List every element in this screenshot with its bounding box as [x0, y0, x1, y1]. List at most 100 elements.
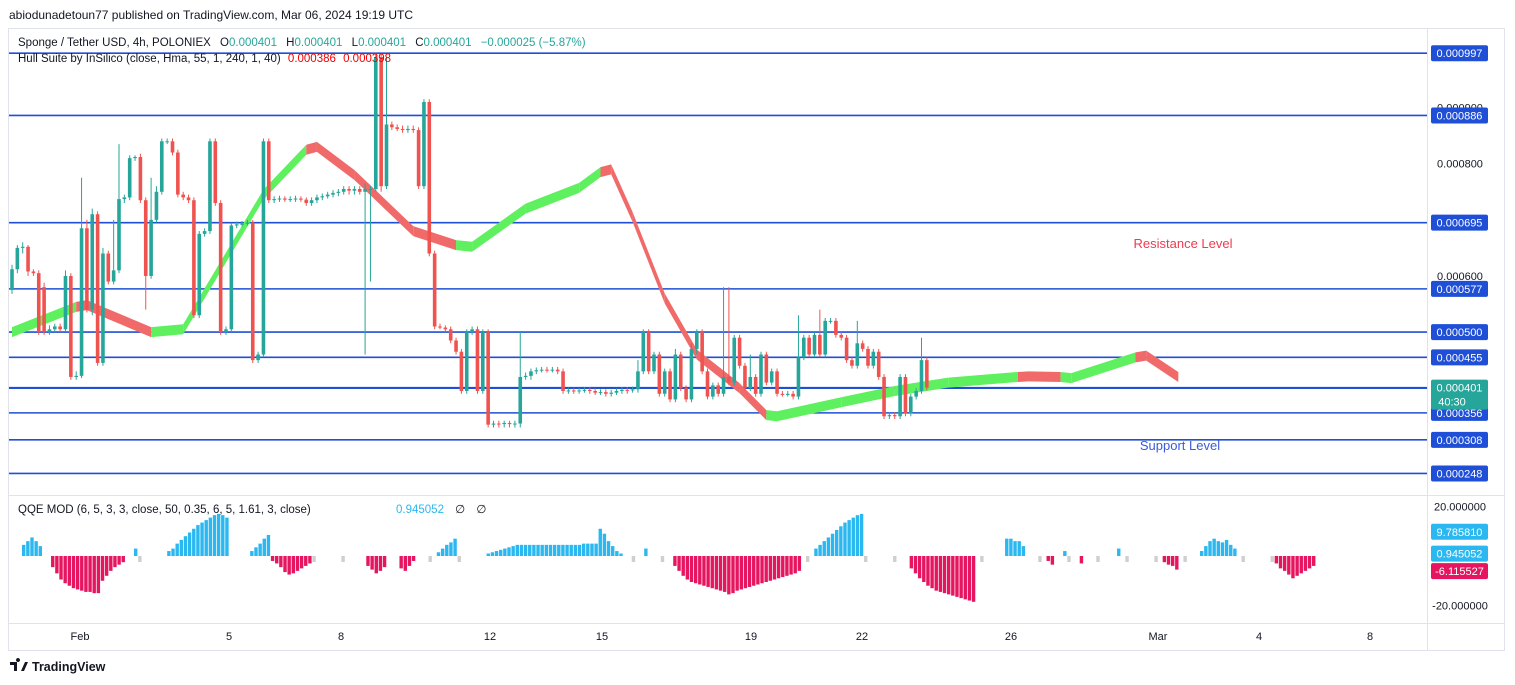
time-label: 8 — [1367, 631, 1373, 643]
qqe-bar-up — [204, 520, 208, 556]
qqe-bar-up — [440, 548, 445, 556]
qqe-bar-up — [1233, 548, 1237, 556]
qqe-bar-up — [445, 544, 449, 556]
support-annotation: Support Level — [1140, 438, 1220, 453]
qqe-bar-down — [731, 556, 735, 594]
open-label: O — [220, 37, 229, 49]
qqe-bar-up — [22, 544, 26, 556]
candle-down — [700, 332, 704, 372]
candle-up — [15, 247, 20, 270]
candle-up — [802, 337, 806, 358]
candle-up — [293, 198, 298, 200]
candle-up — [74, 375, 78, 377]
candle-up — [652, 354, 656, 372]
hull-value-2: 0.000398 — [343, 53, 391, 65]
qqe-bar-down — [283, 556, 287, 573]
candle-up — [614, 390, 619, 393]
hull-segment — [456, 240, 473, 252]
candle-up — [748, 376, 753, 389]
candle-up — [154, 191, 159, 220]
close-value: 0.000401 — [424, 37, 472, 49]
candle-down — [299, 198, 303, 200]
qqe-bar-down — [693, 556, 698, 584]
qqe-bar-down — [378, 556, 383, 571]
candle-up — [53, 326, 57, 330]
candle-up — [721, 376, 726, 394]
candle-down — [58, 326, 62, 330]
candle-down — [475, 329, 480, 391]
hull-legend: Hull Suite by InSilico (close, Hma, 55, … — [18, 53, 391, 65]
candle-up — [582, 389, 587, 391]
hull-label[interactable]: Hull Suite by InSilico (close, Hma, 55, … — [18, 53, 281, 65]
candle-down — [678, 354, 683, 389]
candle-down — [357, 188, 362, 192]
qqe-bar-up — [1017, 541, 1021, 556]
price-label-text: 0.000356 — [1437, 408, 1483, 420]
candle-up — [689, 348, 694, 400]
qqe-bar-down — [772, 556, 777, 580]
qqe-bar-down — [689, 556, 694, 582]
price-label-box — [1431, 280, 1488, 297]
qqe-label-text: -6.115527 — [1435, 566, 1484, 578]
qqe-bar-down — [1046, 556, 1050, 561]
qqe-empty-icon-2: ∅ — [476, 504, 486, 516]
qqe-bar-down — [1307, 556, 1312, 569]
time-label: Mar — [1149, 631, 1168, 643]
qqe-bar-up — [1224, 539, 1229, 556]
qqe-label[interactable]: QQE MOD (6, 5, 3, 3, close, 50, 0.35, 6,… — [18, 504, 311, 516]
qqe-bar-up — [822, 541, 826, 556]
hull-segment — [263, 144, 307, 200]
candle-down — [668, 371, 672, 400]
qqe-bar-up — [644, 548, 648, 556]
qqe-bar-down — [781, 556, 785, 578]
price-label-text: 0.000997 — [1437, 48, 1483, 60]
candle-down — [727, 376, 731, 383]
qqe-bar-up — [606, 541, 611, 556]
candle-down — [176, 152, 180, 195]
qqe-bar-down — [768, 556, 773, 581]
hull-segment — [1060, 371, 1072, 384]
time-label: Feb — [71, 631, 90, 643]
hull-segment — [306, 141, 317, 155]
qqe-bar-down — [752, 556, 756, 586]
qqe-bar-down — [714, 556, 719, 590]
qqe-bar-neutral — [312, 556, 316, 562]
qqe-bar-down — [366, 556, 370, 566]
qqe-bar-down — [760, 556, 764, 584]
qqe-bar-down — [1166, 556, 1171, 565]
candle-down — [545, 369, 549, 371]
candle-down — [459, 351, 464, 391]
qqe-bar-up — [216, 513, 221, 556]
price-label-box — [1431, 324, 1488, 341]
symbol-name[interactable]: Sponge / Tether USD, 4h, POLONIEX — [18, 37, 211, 49]
high-value: 0.000401 — [294, 37, 342, 49]
candle-up — [229, 225, 234, 330]
qqe-bar-neutral — [980, 556, 984, 562]
close-label: C — [415, 37, 423, 49]
qqe-bar-up — [552, 544, 557, 556]
candle-down — [42, 287, 46, 333]
candle-down — [106, 253, 111, 282]
candle-up — [47, 329, 52, 333]
candle-up — [529, 371, 533, 376]
candle-up — [165, 141, 169, 143]
qqe-bar-neutral — [1270, 556, 1274, 562]
qqe-empty-icon-1: ∅ — [455, 504, 465, 516]
time-label: 19 — [745, 631, 757, 643]
candle-down — [395, 127, 399, 129]
candle-up — [502, 422, 506, 425]
candle-down — [684, 388, 688, 400]
candle-down — [170, 141, 175, 153]
qqe-bar-up — [1216, 541, 1220, 556]
hull-segment — [1146, 350, 1179, 382]
qqe-bar-down — [938, 556, 943, 592]
tradingview-logo[interactable]: TradingView — [10, 658, 106, 674]
candle-up — [481, 332, 485, 391]
qqe-bar-up — [486, 553, 490, 556]
qqe-bar-up — [1208, 541, 1212, 556]
qqe-bar-up — [532, 544, 536, 556]
low-label: L — [352, 37, 359, 49]
qqe-bar-down — [793, 556, 797, 574]
qqe-bar-down — [308, 556, 312, 564]
qqe-bar-down — [909, 556, 914, 569]
